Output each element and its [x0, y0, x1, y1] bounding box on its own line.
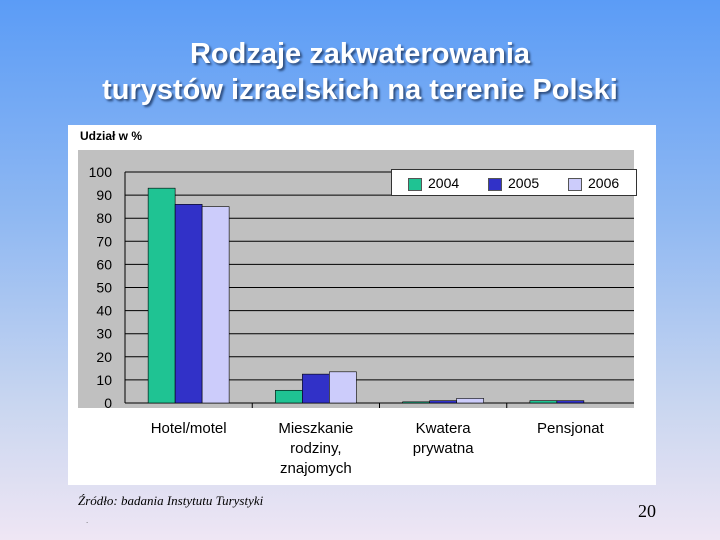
title-line-1: Rodzaje zakwaterowania	[189, 38, 531, 70]
category-label-2: Kwatera prywatna	[413, 420, 475, 457]
category-label-line: Mieszkanie	[278, 420, 353, 437]
y-unit-label: Udział w %	[80, 129, 143, 143]
category-label-line: rodziny,	[290, 440, 341, 457]
legend-swatch-2004	[408, 178, 422, 191]
legend: 2004 2005 2006	[391, 169, 637, 196]
category-label-line: Hotel/motel	[151, 420, 227, 437]
chart-panel: Udział w % 0 10 20 30 40 50 60 70 80 90 100 Hotel/m…	[68, 125, 656, 485]
legend-item-2006: 2006	[568, 175, 620, 191]
y-tick-label-30: 30	[96, 326, 112, 342]
y-tick-label-80: 80	[96, 210, 112, 226]
bar-2004-0	[147, 187, 176, 404]
bar-2005-2	[429, 400, 457, 404]
category-label-line: Pensjonat	[537, 420, 605, 437]
y-tick-label-60: 60	[96, 256, 112, 272]
category-label-3: Pensjonat	[537, 420, 605, 437]
y-tick-label-10: 10	[96, 372, 112, 388]
category-label-line: prywatna	[413, 440, 475, 457]
bar-2006-0	[201, 206, 230, 404]
decorative-dot: .	[86, 516, 89, 525]
legend-item-2005: 2005	[488, 175, 540, 191]
legend-label-2006: 2006	[588, 175, 620, 191]
legend-swatch-2006	[568, 178, 582, 191]
bar-2004-3	[529, 400, 558, 404]
source-note: Źródło: badania Instytutu Turystyki	[78, 493, 264, 508]
category-label-1: Mieszkanie rodziny, znajomych	[278, 420, 353, 477]
category-label-0: Hotel/motel	[151, 420, 227, 437]
bar-chart: 0 10 20 30 40 50 60 70 80 90 100 Hotel/motel Mieszka…	[89, 164, 634, 477]
title-line-2: turystów izraelskich na terenie Polski	[102, 74, 618, 106]
y-tick-label-100: 100	[89, 164, 113, 180]
bar-2005-0	[174, 204, 203, 404]
bar-2005-3	[556, 400, 585, 404]
bar-2004-2	[402, 401, 430, 404]
legend-item-2004: 2004	[408, 175, 460, 191]
category-label-line: Kwatera	[416, 420, 472, 437]
legend-label-2004: 2004	[428, 175, 460, 191]
y-tick-label-20: 20	[96, 349, 112, 365]
bar-2005-1	[302, 373, 330, 404]
slide-title: Rodzaje zakwaterowania turystów izraelsk…	[0, 36, 720, 108]
bar-2006-2	[456, 398, 484, 404]
bar-2004-1	[275, 389, 303, 404]
page-number: 20	[638, 501, 656, 521]
y-tick-label-70: 70	[96, 233, 112, 249]
y-tick-label-0: 0	[104, 395, 112, 411]
legend-label-2005: 2005	[508, 175, 540, 191]
y-tick-label-50: 50	[96, 280, 112, 296]
legend-swatch-2005	[488, 178, 502, 191]
y-tick-label-40: 40	[96, 303, 112, 319]
y-tick-label-90: 90	[96, 187, 112, 203]
category-label-line: znajomych	[280, 460, 352, 477]
bar-2006-1	[329, 371, 357, 404]
